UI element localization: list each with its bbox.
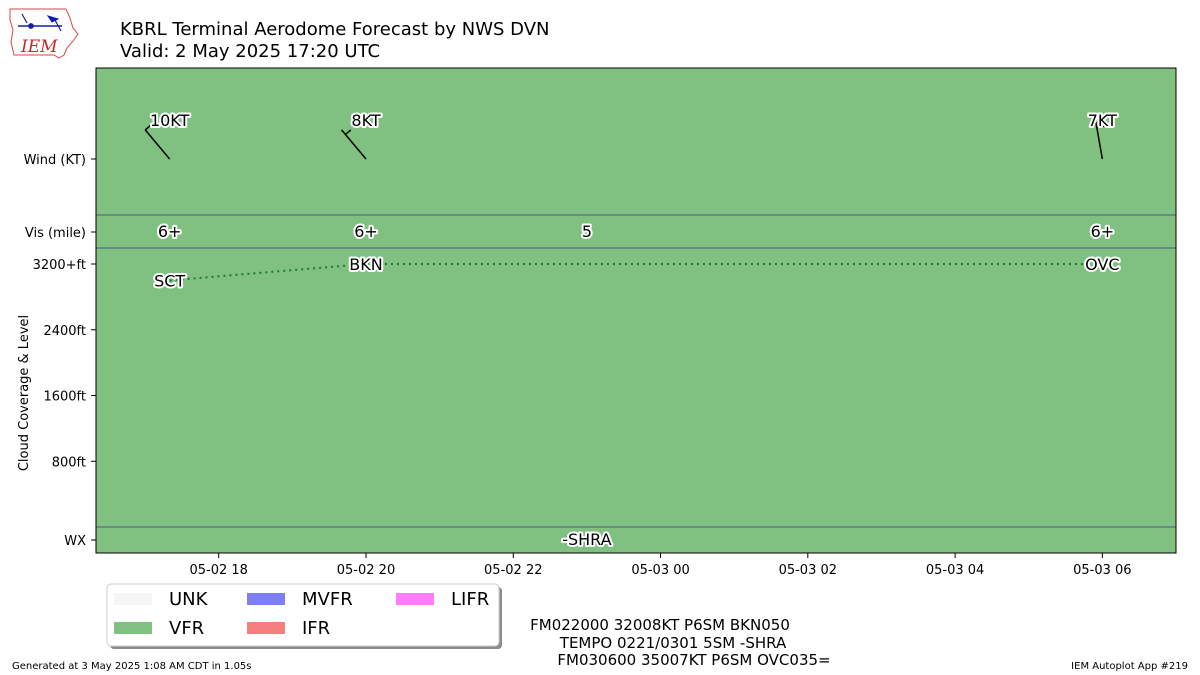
wind-barb-staff — [144, 129, 171, 160]
app-credit: IEM Autoplot App #219 — [1071, 661, 1188, 672]
generated-note: Generated at 3 May 2025 1:08 AM CDT in 1… — [12, 661, 252, 672]
x-tick-label: 05-03 04 — [926, 563, 984, 578]
wind-speed-label: 8KT — [351, 111, 380, 130]
wind-speed-label: 7KT — [1088, 111, 1117, 130]
y-row-label-wx: WX — [64, 534, 86, 549]
legend: UNK VFR MVFR IFR LIFR — [106, 583, 502, 649]
weather-label: -SHRA — [562, 530, 611, 549]
x-tick-label: 05-03 02 — [779, 563, 837, 578]
wind-series: 10KT 8KT 7KT — [144, 109, 1119, 160]
y-tick-label: 2400ft — [43, 324, 86, 339]
cloud-series: SCT BKN OVC — [152, 253, 1122, 292]
visibility-label: 5 — [582, 222, 592, 241]
cloud-coverage-label: OVC — [1085, 255, 1119, 274]
legend-swatch — [396, 593, 434, 605]
cloud-coverage-label: BKN — [349, 255, 382, 274]
x-axis: 05-02 18 05-02 20 05-02 22 05-03 00 05-03 02… — [190, 553, 1132, 578]
wind-barb-flag — [1096, 125, 1104, 129]
chart-title: KBRL Terminal Aerodome Forecast by NWS D… — [120, 19, 549, 40]
y-tick-label: 3200+ft — [33, 258, 86, 273]
x-tick-label: 05-02 22 — [484, 563, 542, 578]
legend-swatch — [114, 593, 152, 605]
x-tick-label: 05-02 20 — [337, 563, 395, 578]
taf-line: FM022000 32008KT P6SM BKN050 — [530, 616, 790, 634]
taf-text-block: FM022000 32008KT P6SM BKN050 TEMPO 0221/… — [530, 616, 830, 669]
plot-area: SCT BKN OVC 10KT 8KT 7KT 6+ 6+ 5 6+ -SHRA — [95, 67, 1177, 554]
category-periods — [96, 68, 1176, 553]
legend-label: IFR — [302, 618, 330, 639]
wind-speed-label: 10KT — [150, 111, 190, 130]
visibility-label: 6+ — [1091, 222, 1115, 241]
x-tick-label: 05-03 00 — [631, 563, 689, 578]
x-tick-label: 05-03 06 — [1073, 563, 1131, 578]
y-axis: Wind (KT) Vis (mile) WX 3200+ft 2400ft 160… — [24, 153, 96, 549]
legend-label: LIFR — [451, 589, 489, 610]
weather-station-icon — [18, 13, 62, 32]
y-tick-label: 800ft — [52, 455, 86, 470]
legend-swatch — [114, 622, 152, 634]
category-period — [96, 68, 1176, 553]
y-axis-title: Cloud Coverage & Level — [17, 315, 32, 471]
plot-frame — [95, 67, 1177, 554]
legend-items: UNK VFR MVFR IFR LIFR — [114, 589, 489, 639]
legend-swatch — [247, 593, 285, 605]
visibility-label: 6+ — [354, 222, 378, 241]
y-tick-label: 1600ft — [43, 390, 86, 405]
weather-series: -SHRA — [560, 528, 613, 551]
visibility-label: 6+ — [158, 222, 182, 241]
taf-line: FM030600 35007KT P6SM OVC035= — [557, 651, 830, 669]
taf-line: TEMPO 0221/0301 5SM -SHRA — [559, 634, 787, 652]
y-row-label-wind: Wind (KT) — [24, 153, 86, 168]
legend-label: MVFR — [302, 589, 353, 610]
visibility-series: 6+ 6+ 5 6+ — [156, 220, 1116, 243]
iem-logo: IEM — [9, 8, 79, 59]
chart-subtitle: Valid: 2 May 2025 17:20 UTC — [120, 41, 380, 62]
wind-barb-flag — [144, 120, 156, 131]
legend-label: VFR — [169, 618, 204, 639]
logo-text: IEM — [20, 37, 58, 57]
cloud-coverage-label: SCT — [154, 271, 185, 290]
legend-swatch — [247, 622, 285, 634]
legend-label: UNK — [169, 589, 209, 610]
wind-barb-flag — [344, 129, 352, 136]
x-tick-label: 05-02 18 — [190, 563, 248, 578]
iowa-map-shape — [9, 8, 79, 59]
y-row-label-vis: Vis (mile) — [25, 226, 86, 241]
wind-barb-staff — [1095, 121, 1104, 160]
